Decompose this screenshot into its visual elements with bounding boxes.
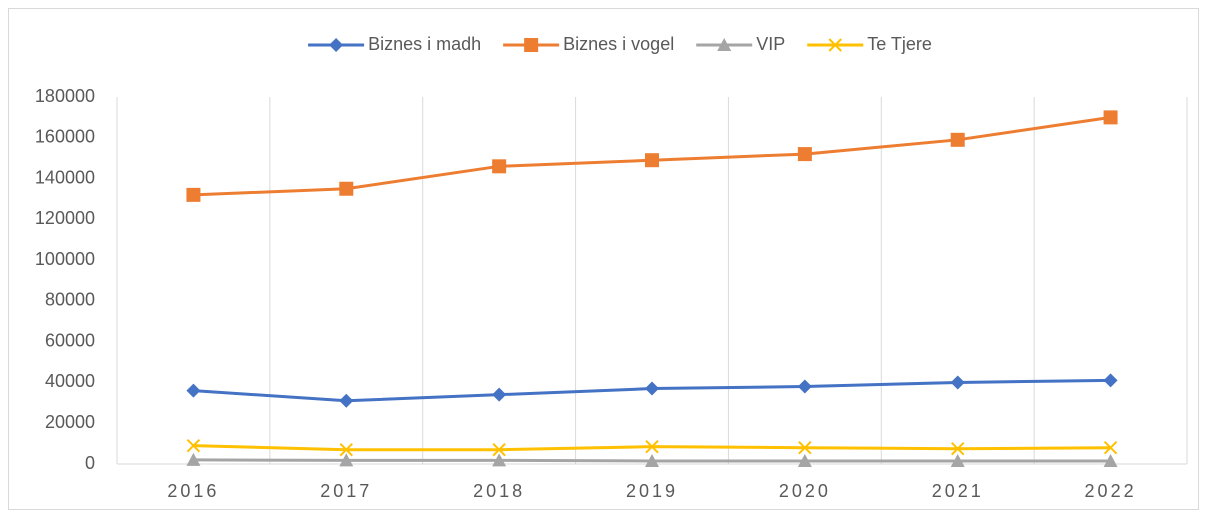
point <box>950 453 965 467</box>
point <box>492 443 506 457</box>
point <box>1103 110 1118 125</box>
y-tick-label: 60000 <box>45 330 95 350</box>
x-tick-label: 2021 <box>932 481 984 501</box>
point <box>339 443 353 457</box>
y-tick-label: 80000 <box>45 290 95 310</box>
x-tick-label: 2018 <box>473 481 525 501</box>
y-tick-label: 140000 <box>35 167 95 187</box>
x-tick-label: 2022 <box>1085 481 1137 501</box>
point <box>645 153 659 168</box>
point <box>645 439 659 454</box>
point <box>186 438 201 453</box>
point <box>645 453 659 467</box>
y-tick-label: 180000 <box>35 86 95 106</box>
legend-marker <box>828 38 842 52</box>
x-tick-label: 2020 <box>779 481 831 501</box>
point <box>1103 453 1118 467</box>
legend-label: VIP <box>756 34 785 54</box>
legend-label: Biznes i madh <box>368 34 481 54</box>
legend-marker <box>329 38 344 52</box>
point <box>492 453 507 467</box>
x-tick-label: 2019 <box>626 481 678 501</box>
point <box>186 452 201 466</box>
y-tick-label: 0 <box>85 453 95 473</box>
point <box>951 442 965 456</box>
y-tick-label: 40000 <box>45 371 95 391</box>
legend: Biznes i madh Biznes i vogel VIP Te Tjere <box>308 34 932 54</box>
point <box>339 393 354 408</box>
point <box>1103 373 1118 388</box>
point <box>797 147 812 162</box>
point <box>339 453 354 467</box>
point <box>798 440 812 455</box>
x-tick-label: 2017 <box>320 481 372 501</box>
point <box>950 375 965 390</box>
legend-marker <box>717 38 732 51</box>
point <box>645 381 659 396</box>
y-tick-label: 120000 <box>35 208 95 228</box>
y-tick-label: 100000 <box>35 249 95 269</box>
legend-label: Biznes i vogel <box>563 34 674 54</box>
point <box>339 181 354 196</box>
point <box>950 132 965 147</box>
point <box>797 379 812 394</box>
point <box>492 387 507 402</box>
chart-border <box>8 8 1199 510</box>
y-tick-label: 160000 <box>35 127 95 147</box>
legend-marker <box>524 38 539 52</box>
point <box>1103 440 1118 455</box>
legend-label: Te Tjere <box>867 34 932 54</box>
point <box>186 383 201 398</box>
point <box>492 159 507 174</box>
x-tick-label: 2016 <box>167 481 219 501</box>
y-tick-label: 20000 <box>45 412 95 432</box>
point <box>186 187 201 202</box>
point <box>797 453 812 467</box>
